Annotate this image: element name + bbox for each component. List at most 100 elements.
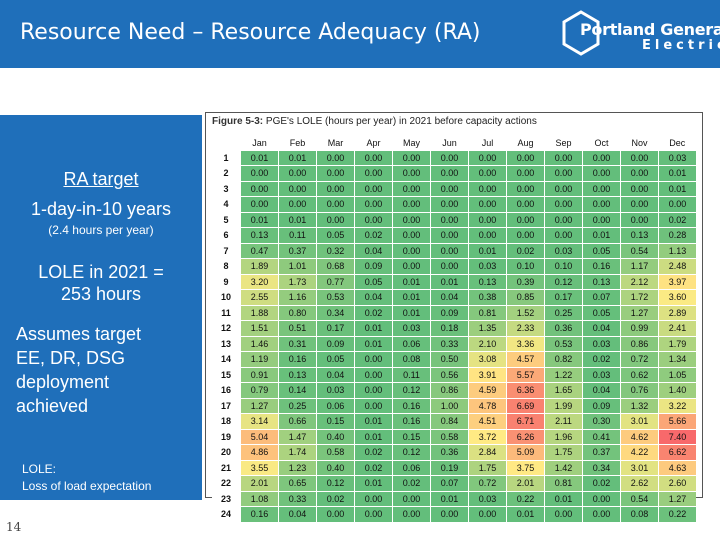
lole-cell: 0.00 (506, 227, 545, 244)
table-row: 13 1.46 0.31 0.09 0.01 0.06 0.33 2.10 3.36 0.53 0.… (212, 336, 696, 352)
lole-cell: 0.50 (430, 351, 469, 368)
lole-cell: 1.27 (658, 491, 696, 507)
lole-cell: 0.02 (582, 475, 621, 492)
lole-cell: 0.13 (620, 227, 659, 244)
lole-cell: 2.12 (620, 274, 659, 290)
lole-cell: 0.01 (430, 491, 469, 507)
hour-label: 22 (212, 475, 241, 491)
lole-cell: 0.32 (316, 243, 355, 259)
lole-cell: 0.06 (392, 460, 431, 476)
lole-cell: 0.80 (278, 305, 317, 321)
lole-cell: 0.00 (240, 165, 279, 182)
lole-summary-line1: LOLE in 2021 = (38, 262, 164, 282)
lole-cell: 0.00 (316, 506, 355, 523)
hour-label: 20 (212, 444, 241, 460)
lole-cell: 0.12 (544, 274, 583, 290)
lole-cell: 3.75 (506, 460, 545, 476)
lole-definition-text: Loss of load expectation (22, 479, 152, 493)
table-row: 5 0.01 0.01 0.00 0.00 0.00 0.00 0.00 0.00 0.00 0.0… (212, 212, 696, 228)
lole-cell: 0.00 (582, 491, 621, 507)
lole-cell: 3.20 (240, 274, 279, 290)
lole-cell: 0.00 (506, 150, 545, 166)
lole-cell: 0.00 (354, 506, 393, 523)
lole-cell: 3.08 (468, 351, 507, 368)
lole-cell: 0.04 (354, 289, 393, 306)
lole-cell: 0.00 (544, 150, 583, 166)
lole-cell: 0.00 (278, 181, 317, 197)
lole-cell: 0.00 (392, 181, 431, 197)
lole-cell: 0.01 (240, 150, 279, 166)
lole-cell: 0.00 (544, 212, 583, 228)
lole-cell: 0.81 (468, 305, 507, 321)
lole-cell: 1.27 (620, 305, 659, 321)
hour-label: 3 (212, 181, 241, 197)
lole-cell: 0.00 (468, 150, 507, 166)
lole-cell: 3.91 (468, 367, 507, 383)
lole-cell: 0.01 (392, 305, 431, 321)
lole-cell: 1.32 (620, 398, 659, 414)
lole-cell: 0.36 (544, 320, 583, 337)
lole-cell: 3.36 (506, 336, 545, 352)
lole-cell: 0.00 (354, 382, 393, 399)
lole-cell: 0.03 (468, 258, 507, 275)
lole-cell: 0.03 (544, 243, 583, 259)
lole-cell: 2.10 (468, 336, 507, 352)
lole-cell: 1.22 (544, 367, 583, 383)
hour-label: 12 (212, 320, 241, 336)
hour-label: 14 (212, 351, 241, 367)
month-header: Dec (658, 136, 696, 151)
lole-cell: 0.00 (316, 165, 355, 182)
lole-cell: 0.02 (354, 460, 393, 476)
lole-cell: 0.40 (316, 429, 355, 445)
lole-cell: 1.19 (240, 351, 279, 368)
lole-cell: 1.79 (658, 336, 696, 352)
header-bar: Resource Need – Resource Adequacy (RA) P… (0, 0, 720, 68)
month-header: Jul (468, 136, 507, 151)
lole-cell: 4.59 (468, 382, 507, 399)
lole-cell: 1.00 (430, 398, 469, 414)
table-row: 14 1.19 0.16 0.05 0.00 0.08 0.50 3.08 4.57 0.82 0.… (212, 351, 696, 368)
lole-cell: 1.99 (544, 398, 583, 414)
lole-cell: 0.16 (392, 398, 431, 414)
lole-cell: 0.25 (544, 305, 583, 321)
month-header: Jun (430, 136, 469, 151)
lole-cell: 6.69 (506, 398, 545, 414)
lole-cell: 0.00 (354, 150, 393, 166)
lole-cell: 0.84 (430, 413, 469, 430)
hour-label: 6 (212, 227, 241, 243)
lole-cell: 0.62 (620, 367, 659, 383)
table-row: 8 1.89 1.01 0.68 0.09 0.00 0.00 0.03 0.10 0.10 0.1… (212, 258, 696, 275)
month-header: Apr (354, 136, 393, 151)
lole-cell: 5.04 (240, 429, 279, 445)
lole-cell: 0.01 (354, 320, 393, 337)
lole-cell: 4.62 (620, 429, 659, 445)
figure-label: Figure 5-3: (212, 116, 264, 127)
table-row: 3 0.00 0.00 0.00 0.00 0.00 0.00 0.00 0.00 0.00 0.0… (212, 181, 696, 197)
lole-cell: 0.01 (582, 227, 621, 244)
lole-cell: 0.56 (430, 367, 469, 383)
table-row: 15 0.91 0.13 0.04 0.00 0.11 0.56 3.91 5.57 1.22 0.… (212, 367, 696, 383)
lole-cell: 0.16 (582, 258, 621, 275)
hour-label: 15 (212, 367, 241, 383)
lole-cell: 0.00 (544, 227, 583, 244)
lole-figure: Figure 5-3: PGE's LOLE (hours per year) … (205, 112, 703, 523)
lole-cell: 3.01 (620, 460, 659, 476)
lole-cell: 0.91 (240, 367, 279, 383)
lole-cell: 0.15 (316, 413, 355, 430)
pge-logo-icon (562, 10, 600, 56)
lole-cell: 0.03 (392, 320, 431, 337)
lole-cell: 0.00 (354, 351, 393, 368)
lole-cell: 3.22 (658, 398, 696, 414)
table-row: 4 0.00 0.00 0.00 0.00 0.00 0.00 0.00 0.00 0.00 0.0… (212, 196, 696, 213)
lole-cell: 0.00 (620, 196, 659, 213)
lole-cell: 0.07 (582, 289, 621, 306)
lole-cell: 0.10 (506, 258, 545, 275)
table-row: 19 5.04 1.47 0.40 0.01 0.15 0.58 3.72 6.26 1.96 0.… (212, 429, 696, 445)
table-row: 20 4.86 1.74 0.58 0.02 0.12 0.36 2.84 5.09 1.75 0.… (212, 444, 696, 461)
lole-cell: 0.00 (354, 165, 393, 182)
lole-cell: 0.02 (392, 475, 431, 492)
lole-cell: 0.09 (430, 305, 469, 321)
lole-cell: 0.00 (430, 212, 469, 228)
lole-cell: 0.00 (620, 150, 659, 166)
month-header: Aug (506, 136, 545, 151)
